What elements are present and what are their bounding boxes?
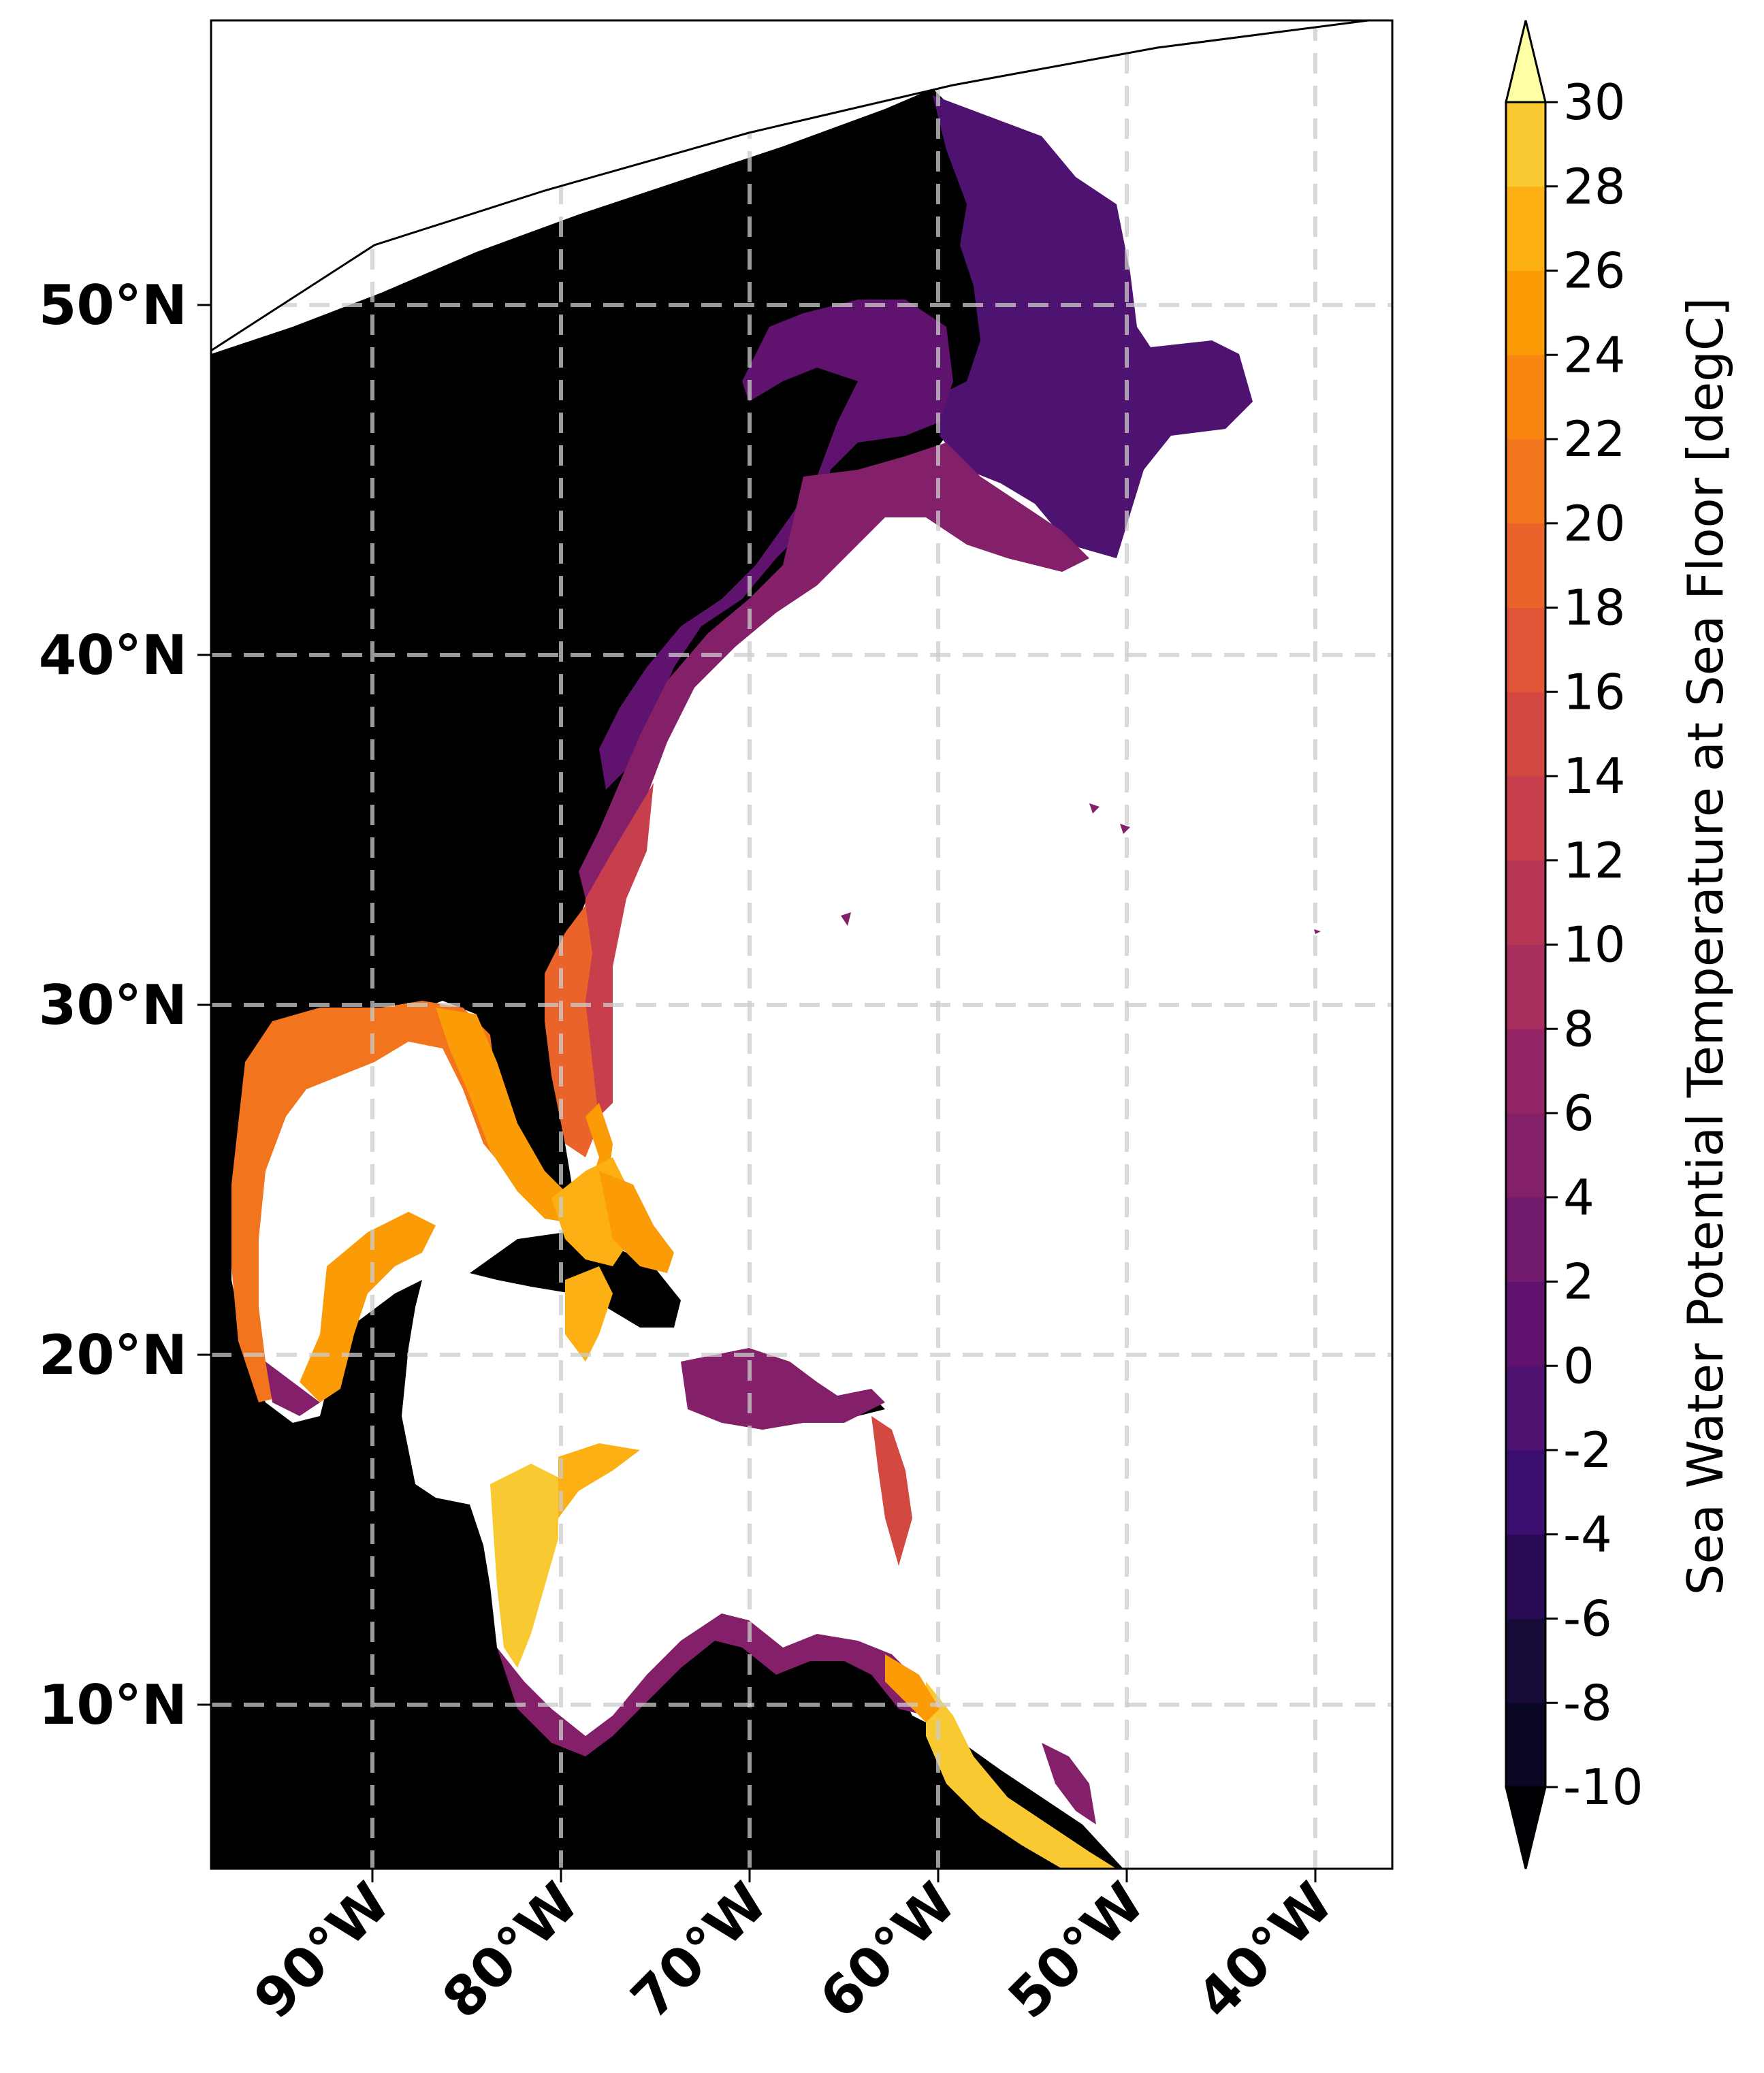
colorbar-tick-label: -6	[1563, 1590, 1612, 1648]
colorbar-over-arrow	[1505, 20, 1547, 103]
colorbar-tick-label: 2	[1563, 1253, 1594, 1311]
colorbar-band	[1506, 355, 1545, 440]
lon-label-90w: 90°W	[242, 1871, 402, 2031]
lon-label-40w: 40°W	[1185, 1871, 1345, 2031]
colorbar-band	[1506, 944, 1545, 1029]
colorbar-band	[1506, 102, 1545, 187]
land-mass-north-america	[211, 89, 1123, 1869]
axis-ticks	[197, 304, 1317, 1882]
colorbar-tick-label: 22	[1563, 411, 1626, 468]
colorbar-band	[1506, 1029, 1545, 1114]
lon-label-50w: 50°W	[996, 1871, 1156, 2031]
colorbar-tick-label: 20	[1563, 495, 1626, 552]
lat-label-40n: 40°N	[39, 624, 187, 687]
colorbar-tick-label: -2	[1563, 1421, 1612, 1479]
colorbar-band	[1506, 1113, 1545, 1198]
colorbar-band	[1506, 186, 1545, 271]
lon-label-60w: 60°W	[807, 1871, 967, 2031]
colorbar-band	[1506, 1534, 1545, 1619]
colorbar-tick-label: 4	[1563, 1169, 1594, 1226]
lon-label-70w: 70°W	[619, 1871, 779, 2031]
colorbar-tick-label: 10	[1563, 916, 1626, 974]
projection-boundary-mask	[211, 20, 1392, 351]
colorbar-band	[1506, 1197, 1545, 1282]
colorbar-title: Sea Water Potential Temperature at Sea F…	[1677, 298, 1734, 1595]
colorbar-tick-label: 6	[1563, 1084, 1594, 1142]
colorbar-band	[1506, 1366, 1545, 1451]
projection-boundary-line	[211, 20, 1369, 352]
colorbar-tick-label: 30	[1563, 74, 1626, 131]
lat-label-30n: 30°N	[39, 974, 187, 1037]
colorbar-band	[1506, 776, 1545, 861]
colorbar-tick-label: 28	[1563, 158, 1626, 215]
map-frame	[210, 19, 1394, 1870]
colorbar-tick-label: 8	[1563, 1000, 1594, 1057]
colorbar-tick-label: -8	[1563, 1674, 1612, 1731]
shelf-temperature-field	[231, 95, 1321, 1869]
colorbar-band	[1506, 607, 1545, 692]
colorbar-tick-label: 26	[1563, 242, 1626, 300]
colorbar-tick-label: 24	[1563, 326, 1626, 383]
colorbar-under-arrow	[1505, 1786, 1547, 1869]
colorbar-tick-label: 0	[1563, 1337, 1594, 1394]
lat-label-20n: 20°N	[39, 1323, 187, 1387]
colorbar-band	[1506, 1703, 1545, 1788]
colorbar-tick-label: 12	[1563, 832, 1626, 889]
lon-label-80w: 80°W	[430, 1871, 590, 2031]
colorbar-band	[1506, 1281, 1545, 1366]
colorbar-tick-label: 16	[1563, 663, 1626, 720]
map-axes: 50°N 40°N 30°N 20°N 10°N 90°W 80°W 70°W …	[39, 19, 1394, 2031]
colorbar-band	[1506, 692, 1545, 777]
lat-label-50n: 50°N	[39, 274, 187, 337]
graticule	[211, 20, 1392, 1869]
colorbar-tick-label: -4	[1563, 1506, 1612, 1563]
colorbar-tick-label: -10	[1563, 1758, 1643, 1816]
colorbar-band	[1506, 270, 1545, 355]
colorbar-band	[1506, 523, 1545, 608]
colorbar-band	[1506, 1618, 1545, 1703]
colorbar-band	[1506, 860, 1545, 945]
colorbar-tick-label: 18	[1563, 579, 1626, 637]
colorbar-band	[1506, 1450, 1545, 1535]
colorbar-tick-label: 14	[1563, 748, 1626, 805]
lat-label-10n: 10°N	[39, 1673, 187, 1737]
colorbar-bands	[1506, 102, 1545, 1788]
colorbar-band	[1506, 439, 1545, 524]
